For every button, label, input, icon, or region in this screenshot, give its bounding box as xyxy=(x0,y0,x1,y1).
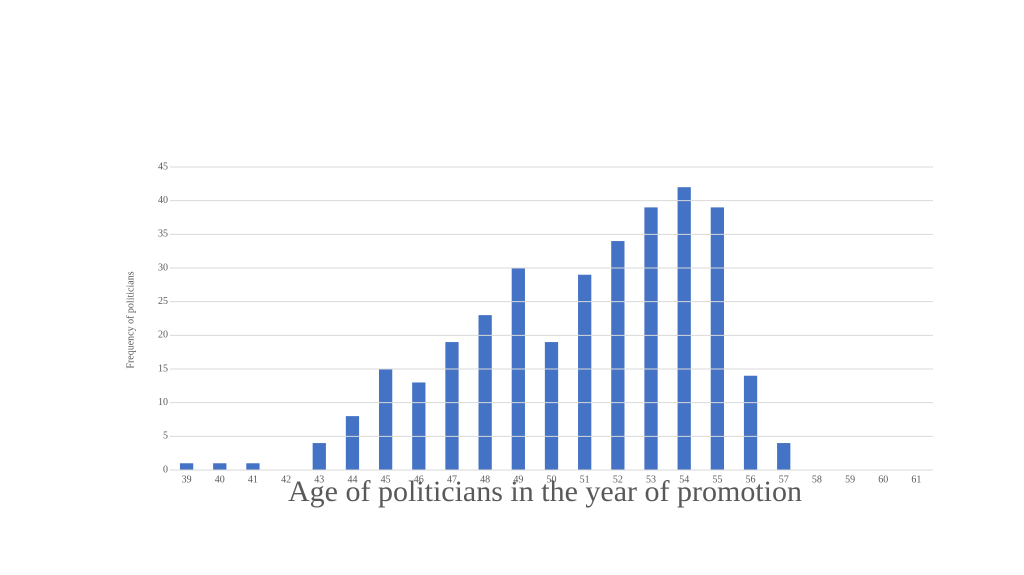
bar xyxy=(644,207,658,470)
y-axis-title: Frequency of politicians xyxy=(125,271,136,368)
bar xyxy=(578,274,592,470)
x-tick-label: 44 xyxy=(347,474,357,485)
bar xyxy=(611,241,625,470)
y-tick-label: 45 xyxy=(158,161,168,172)
x-tick-label: 58 xyxy=(812,474,822,485)
y-tick-label: 30 xyxy=(158,262,168,273)
x-tick-label: 48 xyxy=(480,474,490,485)
bar xyxy=(179,463,194,470)
x-tick-label: 42 xyxy=(281,474,291,485)
bar xyxy=(213,463,227,470)
bar xyxy=(710,207,725,470)
y-tick-label: 35 xyxy=(158,229,168,240)
y-tick-label: 40 xyxy=(158,195,168,206)
x-tick-label: 39 xyxy=(182,474,192,485)
x-tick-label: 51 xyxy=(580,474,590,485)
y-tick-label: 15 xyxy=(158,363,168,374)
bar xyxy=(445,342,459,470)
x-tick-label: 43 xyxy=(314,474,324,485)
x-tick-label: 41 xyxy=(248,474,258,485)
x-tick-label: 59 xyxy=(845,474,855,485)
x-tick-label: 56 xyxy=(746,474,756,485)
bar xyxy=(412,382,426,470)
x-tick-label: 60 xyxy=(878,474,888,485)
bar xyxy=(246,463,260,470)
bar xyxy=(378,369,393,470)
x-tick-label: 40 xyxy=(215,474,225,485)
x-tick-label: 61 xyxy=(911,474,921,485)
y-tick-label: 10 xyxy=(158,397,168,408)
bar xyxy=(677,187,691,470)
x-tick-label: 45 xyxy=(381,474,391,485)
x-tick-label: 55 xyxy=(712,474,722,485)
y-tick-label: 0 xyxy=(163,464,168,475)
y-tick-label: 25 xyxy=(158,296,168,307)
x-tick-label: 54 xyxy=(679,474,689,485)
x-tick-label: 47 xyxy=(447,474,457,485)
bar xyxy=(345,416,360,470)
x-tick-label: 49 xyxy=(513,474,523,485)
bar xyxy=(743,375,758,470)
y-tick-label: 20 xyxy=(158,330,168,341)
bar xyxy=(544,342,559,470)
x-tick-label: 57 xyxy=(779,474,789,485)
x-tick-label: 52 xyxy=(613,474,623,485)
x-tick-label: 50 xyxy=(547,474,557,485)
x-tick-label: 53 xyxy=(646,474,656,485)
y-tick-label: 5 xyxy=(163,431,168,442)
x-tick-label: 46 xyxy=(414,474,424,485)
x-axis-title: Age of politicians in the year of promot… xyxy=(288,475,802,508)
bar xyxy=(312,443,326,470)
bar xyxy=(478,315,492,470)
bar xyxy=(777,443,791,470)
